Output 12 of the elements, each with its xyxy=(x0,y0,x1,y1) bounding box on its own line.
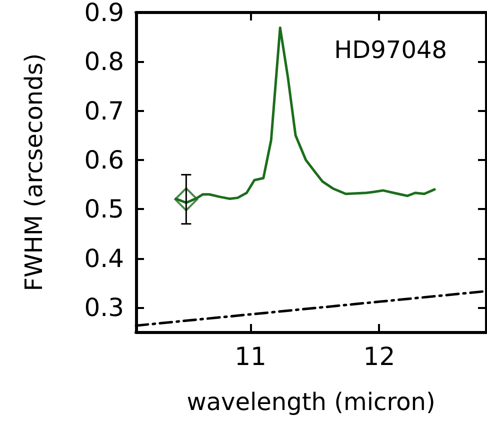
x-axis-title: wavelength (micron) xyxy=(186,388,436,416)
y-tick-label: 0.4 xyxy=(84,244,124,273)
x-tick-label: 12 xyxy=(363,342,396,371)
y-tick-label: 0.6 xyxy=(84,145,124,174)
y-tick-label: 0.3 xyxy=(84,292,124,322)
y-axis-title: FWHM (arcseconds) xyxy=(20,53,48,292)
y-tick-label: 0.7 xyxy=(84,96,124,126)
annotation: HD97048 xyxy=(334,36,447,64)
y-tick-label: 0.9 xyxy=(84,0,124,27)
x-tick-label: 11 xyxy=(234,342,266,371)
y-tick-label: 0.5 xyxy=(84,194,124,224)
y-tick-label: 0.8 xyxy=(84,47,124,76)
